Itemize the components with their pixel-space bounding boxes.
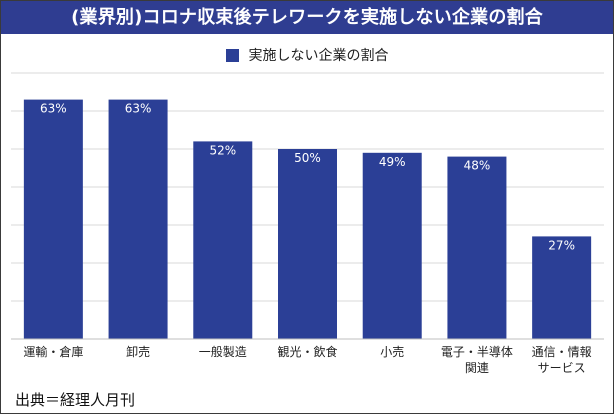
category-label: 運輸・倉庫: [23, 344, 83, 359]
bar: [278, 149, 337, 339]
bar: [193, 141, 253, 339]
category-label: 通信・情報: [532, 345, 592, 359]
bar: [532, 236, 592, 339]
title-bar: [1, 1, 613, 34]
category-label: 観光・飲食: [277, 344, 337, 359]
legend-label: 実施しない企業の割合: [248, 48, 389, 64]
category-label: 一般製造: [199, 344, 247, 359]
bar-value-label: 52%: [209, 143, 236, 157]
bar: [447, 156, 507, 339]
legend: 実施しない企業の割合: [1, 45, 613, 65]
bar-value-label: 50%: [294, 151, 321, 165]
category-label: 小売: [380, 344, 404, 359]
category-label: 電子・半導体: [441, 345, 513, 359]
source-credit: 出典＝経理人月刊: [15, 391, 136, 409]
bar: [23, 99, 83, 339]
chart-title: (業界別)コロナ収束後テレワークを実施しない企業の割合: [71, 7, 543, 28]
bar-value-label: 63%: [125, 102, 152, 116]
legend-swatch: [225, 48, 239, 62]
bar-value-label: 63%: [40, 102, 67, 116]
bar: [108, 99, 168, 339]
category-label: サービス: [538, 361, 586, 375]
category-label: 関連: [465, 361, 489, 375]
bar: [362, 152, 422, 339]
category-label: 卸売: [126, 344, 150, 359]
bar-value-label: 27%: [548, 238, 575, 252]
bar-value-label: 49%: [379, 155, 406, 169]
bar-value-label: 48%: [464, 159, 491, 173]
